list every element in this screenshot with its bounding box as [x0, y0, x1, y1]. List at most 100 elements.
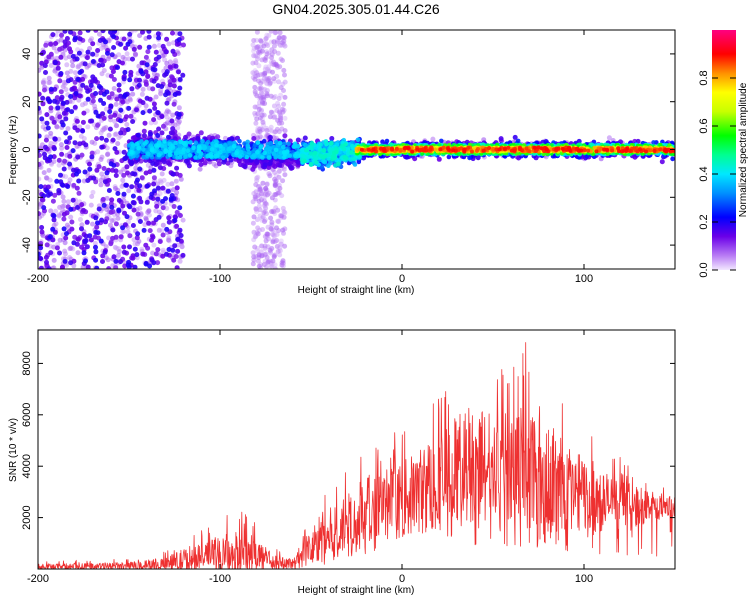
- spectrogram-point: [177, 213, 183, 218]
- spectrogram-point: [256, 263, 262, 269]
- spectrogram-point: [106, 235, 112, 241]
- spectrogram-point: [90, 59, 96, 64]
- spectrogram-point: [121, 244, 127, 250]
- spectrogram-point: [114, 96, 120, 102]
- spectrogram-point: [127, 31, 133, 37]
- spectrogram-point: [137, 195, 143, 201]
- spectrogram-point: [271, 43, 277, 49]
- spectrogram-point: [277, 162, 283, 168]
- spectrogram-point: [101, 91, 107, 97]
- spectrogram-point: [141, 128, 147, 134]
- spectrogram-point: [116, 82, 122, 88]
- spectrogram-point: [48, 63, 54, 68]
- spectrogram-point: [40, 101, 46, 107]
- spectrogram-point: [281, 35, 287, 40]
- spectrogram-point: [80, 128, 86, 134]
- spectrogram-point: [122, 93, 128, 99]
- spectrogram-point: [100, 253, 106, 259]
- spectrogram-point: [123, 114, 129, 120]
- spectrogram-point: [121, 191, 127, 197]
- spectrogram-point: [225, 160, 231, 166]
- spectrogram-point: [141, 147, 146, 152]
- spectrogram-point: [41, 80, 46, 86]
- spectrogram-point: [132, 51, 138, 57]
- spectrogram-point: [102, 179, 108, 185]
- spectrogram-point: [177, 258, 183, 264]
- spectrogram-point: [275, 39, 281, 45]
- spectrogram-point: [67, 153, 73, 159]
- spectrogram-point: [134, 141, 140, 147]
- spectrogram-point: [150, 161, 156, 166]
- spectrogram-point: [147, 169, 153, 175]
- spectrogram-point: [108, 161, 114, 167]
- spectrogram-point: [177, 205, 183, 211]
- spectrogram-point: [39, 60, 45, 66]
- spectrogram-point: [48, 250, 54, 256]
- spectrogram-point: [177, 31, 183, 37]
- spectrogram-point: [44, 242, 50, 248]
- spectrogram-point: [156, 214, 162, 220]
- spectrogram-point: [266, 33, 272, 38]
- spectrogram-point: [169, 181, 175, 187]
- spectrogram-point: [43, 175, 49, 181]
- spectrogram-point: [113, 265, 119, 269]
- spectrogram-point: [62, 258, 68, 264]
- spectrogram-point: [155, 260, 161, 266]
- spectrogram-point: [275, 248, 281, 254]
- spectrogram-point: [83, 258, 88, 264]
- spectrogram-point: [130, 193, 136, 199]
- spectrogram-point: [38, 176, 42, 182]
- spectrogram-point: [68, 206, 74, 212]
- spectrogram-point: [198, 162, 204, 167]
- spectrogram-point: [172, 218, 178, 223]
- spectrogram-point: [234, 150, 239, 156]
- spectrogram-point: [282, 243, 288, 249]
- spectrogram-point: [172, 92, 178, 97]
- spectrogram-point: [169, 118, 175, 124]
- spectrogram-point: [79, 226, 84, 232]
- spectrogram-point: [264, 128, 270, 133]
- spectrogram-point: [257, 186, 263, 192]
- spectrogram-point: [141, 227, 147, 233]
- spectrogram-point: [165, 160, 171, 166]
- spectrogram-point: [126, 56, 132, 62]
- spectrogram-point: [153, 94, 159, 100]
- spectrogram-point: [50, 32, 56, 38]
- spectrogram-point: [92, 234, 98, 240]
- spectrogram-point: [324, 141, 330, 146]
- spectrogram-point: [38, 184, 44, 190]
- spectrogram-point: [193, 155, 198, 160]
- spectrogram-point: [140, 251, 146, 257]
- spectrogram-point: [96, 63, 102, 68]
- spectrogram-point: [129, 184, 135, 190]
- spectrogram-point: [186, 163, 192, 169]
- spectrogram-point: [261, 262, 267, 268]
- spectrogram-point: [129, 86, 135, 92]
- spectrogram-point: [121, 172, 127, 178]
- spectrogram-point: [99, 135, 105, 141]
- spectrogram-point: [281, 166, 287, 172]
- spectrogram-point: [69, 226, 75, 232]
- spectrogram-point: [113, 173, 119, 178]
- spectrogram-point: [260, 180, 266, 186]
- spectrogram-point: [89, 118, 95, 124]
- spectrogram-point: [76, 97, 82, 103]
- spectrogram-point: [101, 115, 107, 121]
- spectrogram-point: [142, 141, 148, 146]
- spectrogram-point: [88, 83, 94, 88]
- spectrogram-point: [93, 109, 99, 115]
- spectrogram-point: [143, 170, 149, 176]
- spectrogram-point: [267, 114, 273, 120]
- spectrogram-point: [281, 101, 287, 107]
- spectrogram-point: [162, 139, 167, 144]
- spectrogram-point: [137, 77, 142, 83]
- spectrogram-point: [329, 136, 335, 141]
- spectrogram-point: [165, 188, 171, 194]
- spectrogram-point: [48, 105, 54, 111]
- spectrogram-point: [59, 94, 65, 100]
- spectrogram-point: [221, 155, 226, 161]
- spectrogram-point: [44, 188, 50, 194]
- spectrogram-point: [264, 93, 270, 99]
- spectrogram-point: [93, 91, 99, 96]
- spectrogram-point: [51, 159, 57, 164]
